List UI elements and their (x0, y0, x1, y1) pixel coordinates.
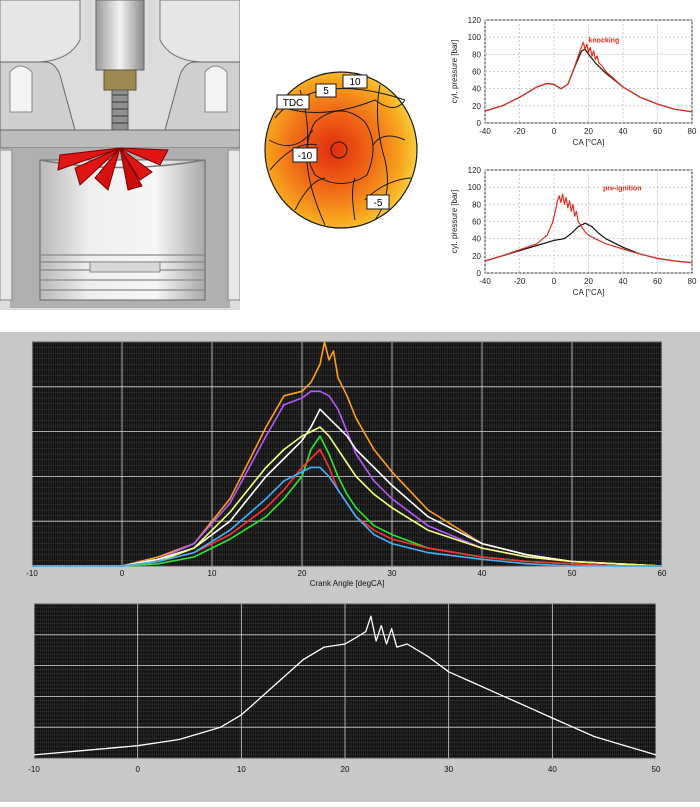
knocking-grid (484, 19, 693, 124)
engine-cutaway-illustration (0, 0, 241, 310)
single-cycle-heat-release-chart: -10 0 10 20 30 40 50 (0, 592, 700, 802)
knocking-x-tick-label: -20 (514, 127, 526, 136)
knocking-y-axis-label: cyl. pressure [bar] (450, 40, 459, 104)
knocking-pressure-chart: -40 -20 0 20 40 60 80 0 20 40 60 80 100 120 CA [°CA] cy… (430, 10, 700, 160)
knocking-x-tick-label: 40 (619, 127, 628, 136)
knocking-y-tick-label: 120 (468, 16, 482, 25)
knocking-x-tick-label: 0 (552, 127, 557, 136)
single-cycle-series-0-line (33, 615, 657, 756)
flame-front-svg: TDC 5 10 -10 -5 (264, 71, 418, 229)
multi-cycle-heat-release-chart: -10 0 10 20 30 40 50 60 Crank Angle [degCA] (0, 332, 700, 592)
knocking-y-tick-label: 100 (468, 33, 482, 42)
flame-label-tdc: TDC (276, 94, 310, 110)
svg-text:10: 10 (349, 77, 361, 88)
multi-cycle-fine-grid (31, 341, 663, 567)
knocking-x-tick-label: 80 (688, 127, 697, 136)
pre-ignition-x-tick-label: 0 (552, 277, 557, 286)
pre-ignition-x-tick-label: 60 (653, 277, 662, 286)
pre-ignition-y-tick-label: 80 (472, 200, 481, 209)
multi-cycle-x-tick-label: 10 (208, 569, 217, 578)
single-cycle-x-tick-label: 50 (652, 765, 661, 774)
svg-text:5: 5 (323, 86, 329, 97)
single-cycle-x-tick-label: 20 (341, 765, 350, 774)
pre-ignition-y-tick-label: 120 (468, 166, 482, 175)
single-cycle-x-tick-label: -10 (28, 765, 40, 774)
pre-ignition-y-tick-label: 60 (472, 218, 481, 227)
multi-cycle-x-tick-label: -10 (26, 569, 38, 578)
single-cycle-chart-svg: -10 0 10 20 30 40 50 (28, 603, 661, 774)
flame-label-minus10: -10 (292, 147, 318, 163)
injector-spray-plumes (57, 147, 169, 191)
pre-ignition-pressure-chart: -40 -20 0 20 40 60 80 0 20 40 60 80 100 120 CA [°CA] cy… (430, 160, 700, 310)
single-cycle-x-tick-label: 40 (548, 765, 557, 774)
knocking-annotation: knocking (589, 38, 620, 45)
pre-ignition-grid (484, 169, 693, 274)
pre-ignition-x-axis-label: CA [°CA] (573, 288, 605, 297)
pre-ignition-x-tick-label: -20 (514, 277, 526, 286)
single-cycle-x-tick-label: 30 (444, 765, 453, 774)
knocking-chart-svg: -40 -20 0 20 40 60 80 0 20 40 60 80 100 120 CA [°CA] cy… (450, 16, 697, 147)
multi-cycle-x-tick-label: 0 (120, 569, 125, 578)
pre-ignition-chart-svg: -40 -20 0 20 40 60 80 0 20 40 60 80 100 120 CA [°CA] cy… (450, 166, 697, 297)
single-cycle-x-tick-label: 10 (237, 765, 246, 774)
flame-label-5: 5 (315, 83, 337, 98)
multi-cycle-series-6-line (32, 466, 662, 567)
pre-ignition-y-tick-label: 100 (468, 183, 482, 192)
single-cycle-grid (33, 604, 657, 758)
knocking-x-tick-label: 60 (653, 127, 662, 136)
engine-cutaway-svg (0, 0, 241, 310)
pre-ignition-y-axis-label: cyl. pressure [bar] (450, 190, 459, 254)
knocking-y-tick-label: 20 (472, 102, 481, 111)
flame-label-minus5: -5 (366, 194, 390, 210)
svg-text:-5: -5 (374, 198, 383, 209)
knocking-y-tick-label: 60 (472, 68, 481, 77)
pre-ignition-y-tick-label: 0 (477, 269, 482, 278)
knocking-y-tick-label: 0 (477, 119, 482, 128)
svg-text:-10: -10 (298, 151, 313, 162)
knocking-x-tick-label: -40 (479, 127, 491, 136)
multi-cycle-series-2-line (32, 408, 663, 567)
pre-ignition-x-tick-label: 40 (619, 277, 628, 286)
knocking-plot-area (484, 19, 693, 124)
pre-ignition-series-1-line (484, 193, 693, 264)
multi-cycle-series-3-line (32, 426, 663, 567)
multi-cycle-x-tick-label: 30 (388, 569, 397, 578)
multi-cycle-x-tick-label: 60 (658, 569, 667, 578)
pre-ignition-annotation: pre-ignition (603, 186, 642, 193)
multi-cycle-x-tick-label: 20 (298, 569, 307, 578)
multi-cycle-x-tick-label: 40 (478, 569, 487, 578)
knocking-y-tick-label: 40 (472, 85, 481, 94)
flame-front-map: TDC 5 10 -10 -5 (255, 60, 455, 240)
single-cycle-x-tick-label: 0 (135, 765, 140, 774)
pre-ignition-x-tick-label: 80 (688, 277, 697, 286)
multi-cycle-chart-svg: -10 0 10 20 30 40 50 60 Crank Angle [degCA] (26, 341, 667, 588)
knocking-series-1-line (484, 41, 693, 113)
multi-cycle-series-5-line (32, 448, 662, 567)
flame-label-10: 10 (342, 74, 368, 89)
multi-cycle-x-axis-label: Crank Angle [degCA] (310, 579, 385, 588)
pre-ignition-y-tick-label: 40 (472, 235, 481, 244)
knocking-y-tick-label: 80 (472, 50, 481, 59)
pre-ignition-x-tick-label: 20 (584, 277, 593, 286)
multi-cycle-x-tick-label: 50 (568, 569, 577, 578)
knocking-x-tick-label: 20 (584, 127, 593, 136)
pre-ignition-x-tick-label: -40 (479, 277, 491, 286)
svg-text:TDC: TDC (283, 98, 304, 109)
pre-ignition-y-tick-label: 20 (472, 252, 481, 261)
knocking-x-axis-label: CA [°CA] (573, 138, 605, 147)
pre-ignition-plot-area (484, 169, 693, 274)
